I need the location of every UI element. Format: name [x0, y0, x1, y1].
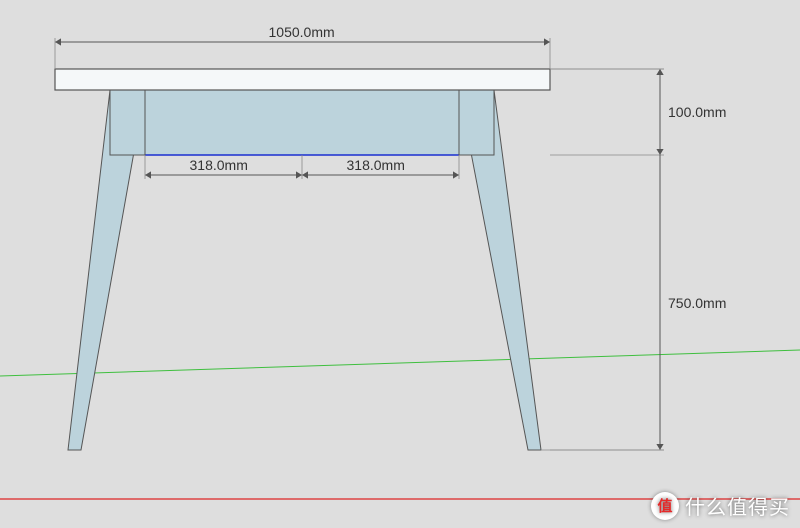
- dim-apron-height-label: 100.0mm: [668, 104, 726, 120]
- dim-apron-left-label: 318.0mm: [190, 157, 248, 173]
- dim-top-width-label: 1050.0mm: [269, 24, 335, 40]
- watermark: 值 什么值得买: [651, 491, 790, 520]
- watermark-badge-icon: 值: [651, 492, 679, 520]
- drawing-svg: [0, 0, 800, 528]
- dim-apron-right-label: 318.0mm: [347, 157, 405, 173]
- drawing-viewport: 1050.0mm 318.0mm 318.0mm 100.0mm 750.0mm…: [0, 0, 800, 528]
- watermark-text: 什么值得买: [685, 491, 790, 520]
- dim-total-height-label: 750.0mm: [668, 295, 726, 311]
